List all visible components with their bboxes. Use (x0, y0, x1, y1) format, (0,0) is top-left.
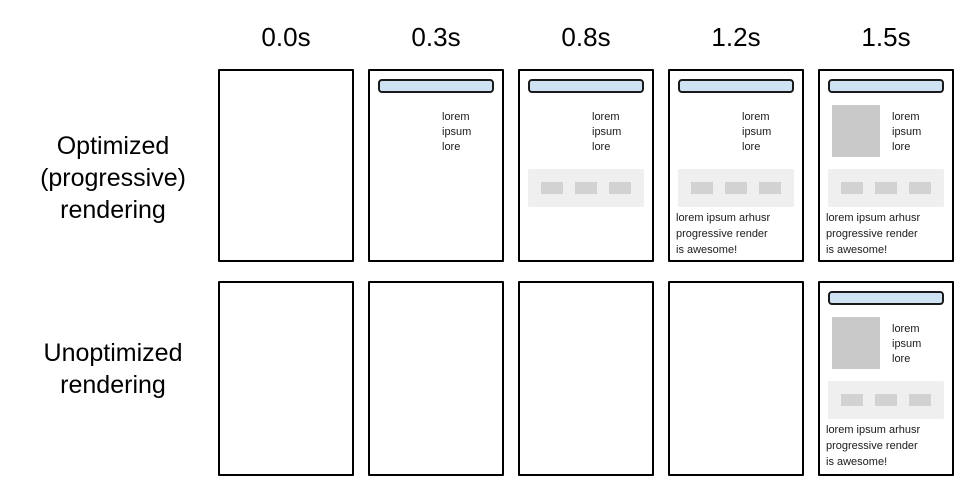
menu-item-placeholder (909, 182, 931, 194)
lorem-line: lore (592, 141, 611, 153)
lorem-text-block: lorem ipsum lore (742, 110, 771, 155)
paragraph-line: lorem ipsum arhusr (676, 212, 771, 224)
paragraph-line: is awesome! (676, 244, 738, 256)
paragraph-text-block: lorem ipsum arhusr progressive render is… (676, 210, 800, 258)
time-label-2: 0.8s (561, 22, 611, 52)
row-label-optimized: Optimized (progressive) rendering (2, 130, 224, 226)
menu-item-placeholder (725, 182, 747, 194)
row-label-unoptimized: Unoptimized rendering (2, 337, 224, 401)
lorem-line: lorem (592, 111, 620, 123)
menu-band-placeholder (828, 169, 944, 207)
header-bar-placeholder (528, 79, 644, 93)
page-frame-unoptimized-03s: lorem ipsum lore lorem ipsum arhusr prog… (368, 281, 504, 476)
menu-item-placeholder (691, 182, 713, 194)
menu-item-placeholder (609, 182, 631, 194)
lorem-line: lorem (892, 323, 920, 335)
header-bar-placeholder (378, 79, 494, 93)
menu-item-placeholder (841, 394, 863, 406)
lorem-line: ipsum (742, 126, 772, 138)
menu-item-placeholder (759, 182, 781, 194)
paragraph-line: lorem ipsum arhusr (826, 212, 921, 224)
header-bar-placeholder (828, 291, 944, 305)
image-placeholder (832, 317, 880, 369)
menu-item-placeholder (909, 394, 931, 406)
lorem-text-block: lorem ipsum lore (892, 322, 921, 367)
lorem-line: ipsum (442, 126, 472, 138)
paragraph-line: progressive render (676, 228, 768, 240)
paragraph-line: progressive render (826, 440, 918, 452)
header-bar-placeholder (678, 79, 794, 93)
lorem-line: lorem (442, 111, 470, 123)
page-frame-optimized-0s: lorem ipsum lore lorem ipsum arhusr prog… (218, 69, 354, 262)
lorem-line: ipsum (892, 338, 922, 350)
lorem-line: lore (892, 141, 911, 153)
paragraph-line: is awesome! (826, 456, 888, 468)
menu-item-placeholder (875, 394, 897, 406)
paragraph-line: progressive render (826, 228, 918, 240)
page-frame-optimized-03s: lorem ipsum lore lorem ipsum arhusr prog… (368, 69, 504, 262)
menu-band-placeholder (528, 169, 644, 207)
lorem-text-block: lorem ipsum lore (442, 110, 471, 155)
time-label-4: 1.5s (861, 22, 911, 52)
menu-band-placeholder (678, 169, 794, 207)
page-frame-unoptimized-0s: lorem ipsum lore lorem ipsum arhusr prog… (218, 281, 354, 476)
page-frame-unoptimized-08s: lorem ipsum lore lorem ipsum arhusr prog… (518, 281, 654, 476)
lorem-line: lore (742, 141, 761, 153)
row-label-line: rendering (60, 371, 166, 399)
menu-band-placeholder (828, 381, 944, 419)
page-frame-optimized-12s: lorem ipsum lore lorem ipsum arhusr prog… (668, 69, 804, 262)
paragraph-line: is awesome! (826, 244, 888, 256)
menu-item-placeholder (541, 182, 563, 194)
header-bar-placeholder (828, 79, 944, 93)
time-label-3: 1.2s (711, 22, 761, 52)
menu-item-placeholder (575, 182, 597, 194)
page-frame-unoptimized-15s: lorem ipsum lore lorem ipsum arhusr prog… (818, 281, 954, 476)
lorem-line: ipsum (592, 126, 622, 138)
image-placeholder (832, 105, 880, 157)
time-label-1: 0.3s (411, 22, 461, 52)
menu-item-placeholder (875, 182, 897, 194)
lorem-line: lorem (892, 111, 920, 123)
lorem-text-block: lorem ipsum lore (592, 110, 621, 155)
lorem-text-block: lorem ipsum lore (892, 110, 921, 155)
lorem-line: lore (442, 141, 461, 153)
row-label-line: (progressive) (40, 164, 186, 192)
lorem-line: ipsum (892, 126, 922, 138)
time-label-0: 0.0s (261, 22, 311, 52)
row-label-line: rendering (60, 196, 166, 224)
page-frame-optimized-15s: lorem ipsum lore lorem ipsum arhusr prog… (818, 69, 954, 262)
page-frame-unoptimized-12s: lorem ipsum lore lorem ipsum arhusr prog… (668, 281, 804, 476)
lorem-line: lore (892, 353, 911, 365)
paragraph-text-block: lorem ipsum arhusr progressive render is… (826, 422, 950, 470)
page-frame-optimized-08s: lorem ipsum lore lorem ipsum arhusr prog… (518, 69, 654, 262)
lorem-line: lorem (742, 111, 770, 123)
menu-item-placeholder (841, 182, 863, 194)
row-label-line: Unoptimized (43, 339, 183, 367)
paragraph-line: lorem ipsum arhusr (826, 424, 921, 436)
row-label-line: Optimized (56, 132, 170, 160)
paragraph-text-block: lorem ipsum arhusr progressive render is… (826, 210, 950, 258)
